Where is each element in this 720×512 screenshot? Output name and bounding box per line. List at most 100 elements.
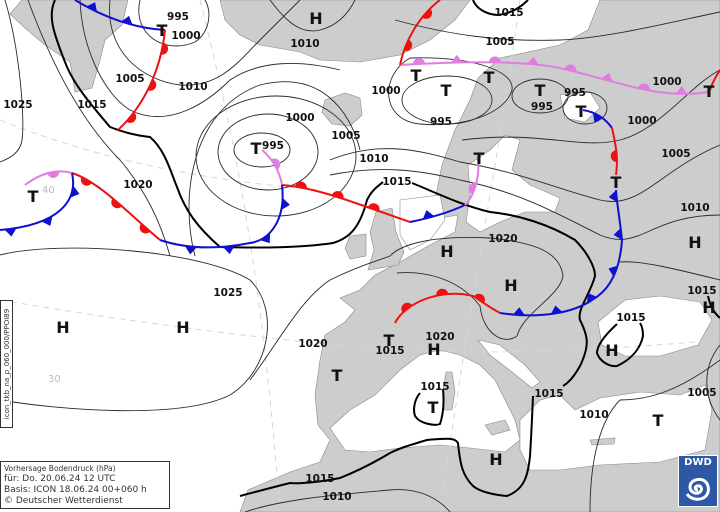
warm-front-semicircle	[422, 8, 433, 19]
isobar-label: 1015	[382, 176, 411, 188]
high-pressure-center: H	[688, 233, 701, 252]
warm-front	[281, 184, 411, 223]
cold-front	[0, 172, 75, 231]
low-pressure-center: T	[332, 366, 343, 385]
cold-front-triangle	[222, 245, 235, 255]
cold-front-triangle	[613, 228, 623, 240]
iceland	[321, 92, 363, 127]
map-legend: Vorhersage Bodendruck (hPa) für: Do. 20.…	[0, 461, 170, 509]
cold-front-triangle	[592, 112, 604, 123]
isobar-label: 1010	[680, 202, 709, 214]
isobar-label: 1010	[178, 81, 207, 93]
high-pressure-center: H	[309, 9, 322, 28]
eurasia-africa	[239, 0, 720, 512]
isobar-label: 1010	[359, 153, 388, 165]
high-pressure-center: H	[440, 242, 453, 261]
isobar-label: 1015	[375, 345, 404, 357]
high-pressure-center: H	[176, 318, 189, 337]
dwd-logo-text: DWD	[684, 457, 712, 468]
occluded-front	[261, 149, 283, 186]
cold-front	[409, 204, 466, 223]
product-code: icon_tkb_na_p_060_000/PPOI89	[2, 308, 11, 420]
isobar-label: 1015	[494, 7, 523, 19]
isobar-label: 1005	[485, 36, 514, 48]
warm-front-semicircle	[294, 181, 307, 189]
isobar-label: 1010	[290, 38, 319, 50]
spiral-icon	[685, 477, 710, 501]
warm-front	[399, 0, 441, 66]
isobar-label: 1020	[298, 338, 327, 350]
isobar-label: 1010	[322, 491, 351, 503]
isobar-label: 995	[430, 116, 452, 128]
cold-front	[499, 189, 624, 317]
warm-front-semicircle	[401, 302, 413, 313]
warm-front-semicircle	[412, 57, 425, 65]
high-pressure-center: H	[427, 340, 440, 359]
warm-front-semicircle	[147, 79, 157, 91]
product-code-box: icon_tkb_na_p_060_000/PPOI89	[0, 300, 13, 428]
isobar-label: 1020	[123, 179, 152, 191]
high-pressure-center: H	[489, 450, 502, 469]
isobar-label: 1000	[171, 30, 200, 42]
cold-front-triangle	[675, 86, 688, 95]
cold-front	[74, 0, 166, 31]
baltic-sea	[465, 134, 561, 233]
isobar-label: 1005	[115, 73, 144, 85]
legend-model-run: Basis: ICON 18.06.24 00+060 h	[4, 485, 147, 495]
low-pressure-center: T	[157, 21, 168, 40]
occluded-front	[24, 170, 73, 186]
isobar-label: 1015	[77, 99, 106, 111]
high-pressure-center: H	[702, 298, 715, 317]
warm-front-semicircle	[160, 42, 169, 55]
greenland-west	[9, 0, 129, 93]
cold-front-triangle	[260, 233, 271, 244]
isobar-label: 1015	[420, 381, 449, 393]
high-pressure-center: H	[504, 276, 517, 295]
isobar-label: 995	[564, 87, 586, 99]
cold-front-triangle	[450, 54, 463, 63]
crete	[589, 437, 616, 446]
cold-front-triangle	[41, 216, 53, 226]
warm-front-semicircle	[488, 56, 501, 63]
low-pressure-center: T	[474, 149, 485, 168]
graticule-label: 40	[42, 185, 55, 196]
cold-front-triangle	[4, 228, 17, 237]
warm-front	[394, 292, 501, 324]
legend-copyright: © Deutscher Wetterdienst	[4, 496, 123, 506]
high-pressure-center: H	[605, 341, 618, 360]
legend-title: Vorhersage Bodendruck (hPa)	[4, 464, 116, 473]
isobar-label: 1020	[425, 331, 454, 343]
ireland	[344, 233, 367, 260]
low-pressure-center: T	[576, 102, 587, 121]
low-pressure-center: T	[653, 411, 664, 430]
warm-front-semicircle	[111, 198, 122, 209]
warm-front-semicircle	[126, 112, 137, 123]
warm-front-semicircle	[436, 288, 449, 296]
cold-front-triangle	[184, 246, 197, 255]
low-pressure-center: T	[611, 173, 622, 192]
cold-front-triangle	[512, 307, 525, 316]
graticule-label: 30	[48, 374, 61, 385]
isobar-label: 1015	[616, 312, 645, 324]
isobar-label: 1015	[687, 285, 716, 297]
black-sea	[597, 295, 713, 357]
cold-front-triangle	[526, 56, 539, 65]
cold-front-triangle	[86, 2, 97, 12]
isobar-label: 995	[531, 101, 553, 113]
low-pressure-center: T	[411, 66, 422, 85]
warm-front-semicircle	[638, 83, 650, 91]
warm-front-semicircle	[80, 176, 92, 186]
isobar-label: 1020	[488, 233, 517, 245]
warm-front	[117, 29, 166, 131]
warm-front-semicircle	[139, 223, 151, 234]
warm-front-semicircle	[47, 170, 60, 178]
isobar-label: 1000	[371, 85, 400, 97]
warm-front-semicircle	[271, 158, 281, 170]
isobar-label: 1000	[652, 76, 681, 88]
cold-front-triangle	[422, 210, 435, 220]
fronts	[0, 0, 720, 324]
